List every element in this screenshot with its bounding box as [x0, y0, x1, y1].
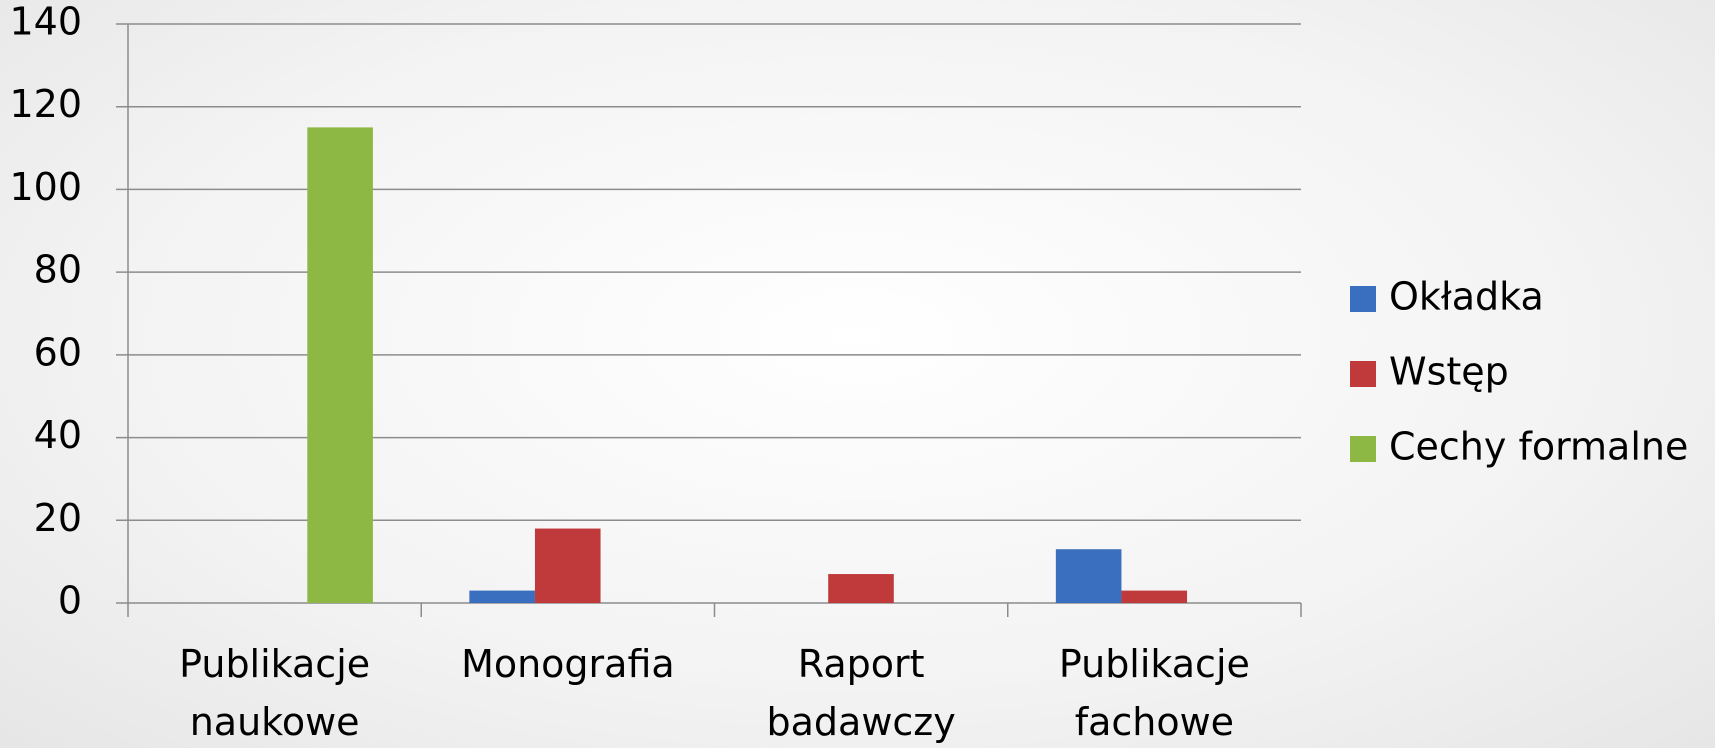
bar — [307, 127, 373, 604]
bar — [828, 574, 894, 603]
legend-swatch — [1350, 286, 1376, 312]
y-tick-label: 120 — [9, 82, 82, 126]
y-tick-label: 80 — [34, 248, 82, 292]
bar — [534, 528, 601, 603]
bar — [1121, 590, 1188, 603]
legend-swatch — [1350, 361, 1376, 387]
x-tick-label: Monografia — [461, 642, 675, 686]
legend-label: Cechy formalne — [1389, 425, 1688, 469]
x-tick-label: Publikacje naukowe — [179, 642, 371, 744]
x-tick-label: Publikacje fachowe — [1058, 642, 1250, 744]
legend-label: Okładka — [1389, 275, 1544, 319]
legend-label: Wstęp — [1389, 350, 1509, 394]
y-tick-label: 100 — [9, 165, 82, 209]
legend-swatch — [1350, 436, 1376, 462]
x-tick-label: Raport badawczy — [766, 642, 956, 744]
y-tick-label: 60 — [34, 330, 82, 374]
y-tick-label: 140 — [9, 0, 82, 44]
y-tick-label: 0 — [58, 579, 82, 623]
bar — [1055, 549, 1122, 603]
y-tick-label: 40 — [34, 413, 82, 457]
y-tick-label: 20 — [34, 496, 82, 540]
bar — [469, 590, 535, 603]
